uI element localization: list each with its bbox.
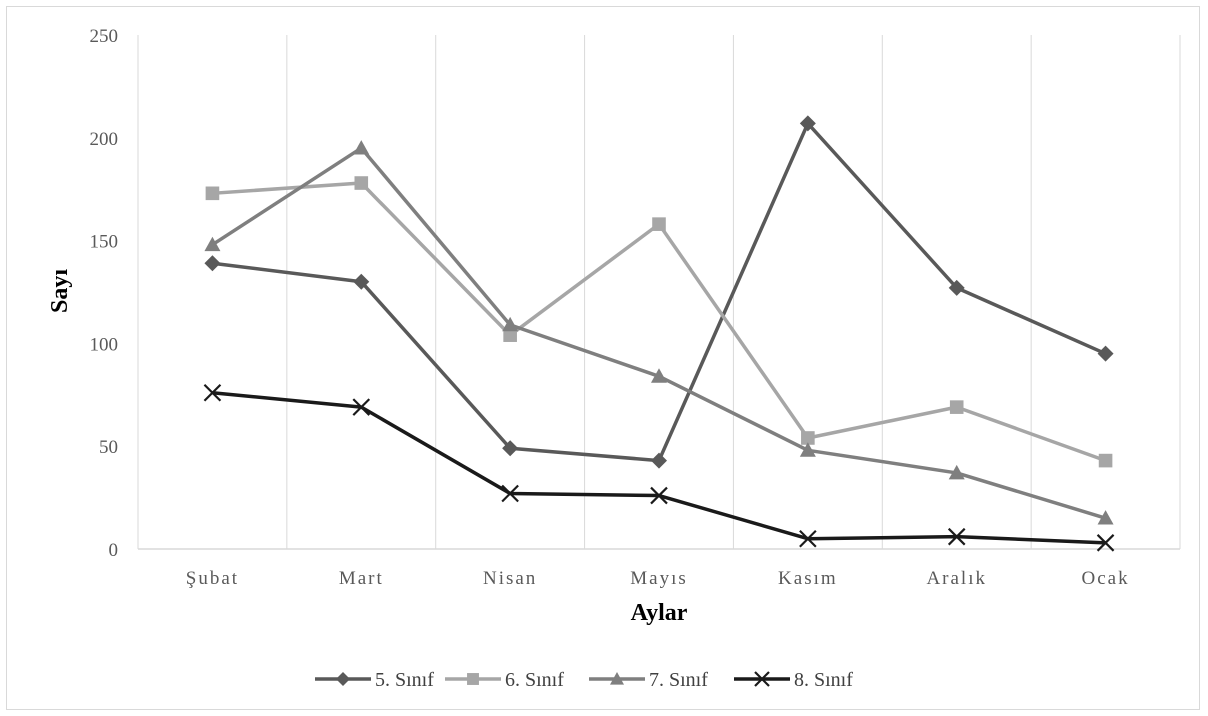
data-point-marker — [336, 672, 350, 686]
data-point-marker — [502, 316, 519, 332]
y-tick-label: 150 — [90, 232, 119, 253]
x-axis-title: Aylar — [631, 600, 688, 626]
y-axis-title: Sayı — [47, 269, 73, 313]
data-point-marker — [503, 328, 517, 342]
data-point-marker — [1097, 510, 1114, 525]
data-point-marker — [352, 398, 371, 416]
data-point-marker — [353, 273, 370, 290]
y-tick-label: 0 — [109, 540, 119, 561]
series-line — [212, 121, 1107, 463]
legend-label: 5. Sınıf — [375, 669, 434, 691]
legend-label: 7. Sınıf — [649, 669, 708, 691]
data-point-marker — [502, 440, 519, 457]
legend-item: 8. Sınıf — [734, 669, 853, 691]
data-point-marker — [610, 672, 624, 685]
legend-label: 6. Sınıf — [505, 669, 564, 691]
data-point-marker — [1096, 534, 1115, 552]
data-point-marker — [799, 442, 816, 457]
data-point-marker — [203, 383, 222, 402]
series — [205, 176, 1113, 468]
data-point-marker — [205, 186, 220, 201]
y-tick-label: 50 — [99, 437, 118, 458]
data-point-marker — [204, 255, 221, 272]
series — [204, 140, 1114, 525]
data-point-marker — [799, 115, 816, 132]
x-tick-label: Aralık — [926, 568, 987, 589]
y-tick-label: 100 — [90, 334, 119, 355]
data-point-marker — [754, 671, 770, 687]
data-point-marker — [801, 431, 815, 445]
x-tick-label: Mayıs — [630, 568, 688, 589]
data-point-marker — [949, 400, 964, 414]
y-tick-label: 200 — [90, 129, 119, 150]
gridlines — [137, 35, 1181, 550]
data-point-marker — [354, 176, 369, 190]
data-point-marker — [1098, 453, 1113, 468]
series-lines — [203, 115, 1115, 552]
legend-item: 6. Sınıf — [445, 669, 564, 691]
x-tick-label: Nisan — [483, 568, 537, 589]
data-point-marker — [204, 236, 221, 252]
y-tick-label: 250 — [90, 26, 119, 47]
data-point-marker — [1097, 345, 1114, 362]
x-tick-label: Mart — [339, 568, 384, 589]
legend-label: 8. Sınıf — [794, 669, 853, 691]
data-point-marker — [947, 527, 966, 546]
series — [203, 383, 1115, 552]
data-point-marker — [353, 140, 370, 155]
y-axis-ticks: 0 50 100 150 200 250 — [90, 26, 119, 561]
x-tick-label: Şubat — [186, 568, 239, 589]
x-tick-label: Ocak — [1082, 568, 1130, 589]
data-point-marker — [948, 464, 965, 480]
data-point-marker — [651, 452, 667, 469]
legend-item: 7. Sınıf — [589, 669, 708, 691]
legend: 5. Sınıf 6. Sınıf 7. Sınıf 8. Sınıf — [315, 669, 853, 691]
data-point-marker — [501, 484, 519, 503]
data-point-marker — [799, 529, 817, 548]
data-point-marker — [948, 279, 965, 296]
x-axis-ticks: Şubat Mart Nisan Mayıs Kasım Aralık Ocak — [186, 568, 1130, 589]
data-point-marker — [467, 673, 479, 685]
data-point-marker — [652, 217, 666, 231]
x-tick-label: Kasım — [778, 568, 838, 589]
data-point-marker — [651, 368, 667, 383]
series — [204, 115, 1114, 469]
legend-item: 5. Sınıf — [315, 669, 434, 691]
data-point-marker — [650, 486, 668, 505]
